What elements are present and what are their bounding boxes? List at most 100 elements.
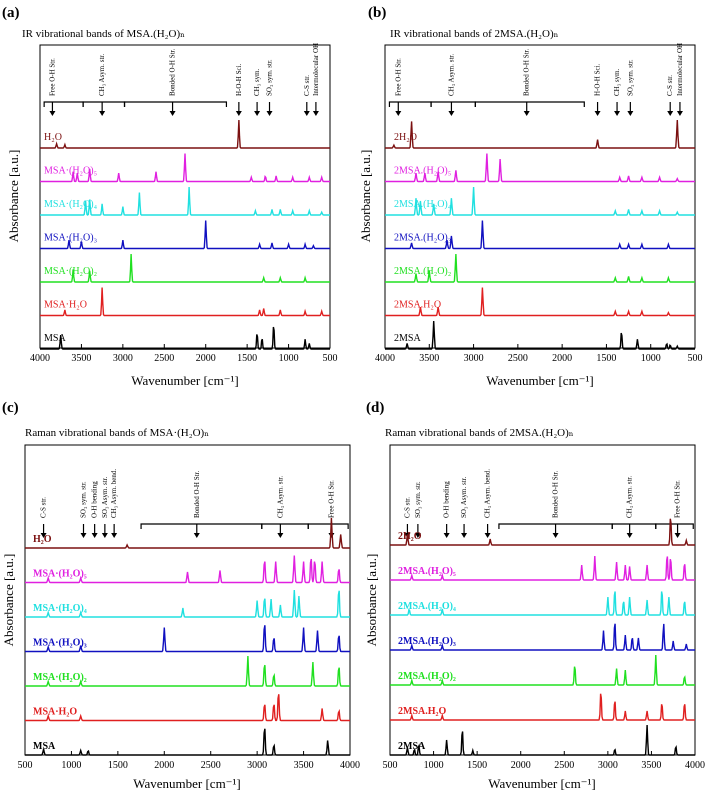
x-tick-label: 2000: [196, 353, 216, 364]
spectrum-line: [385, 320, 695, 350]
band-annotation: Intermolecular OH: [312, 43, 320, 96]
band-arrow-head: [49, 111, 56, 116]
band-arrow-head: [254, 111, 261, 116]
band-arrow-head: [674, 533, 681, 538]
band-arrow-head: [667, 111, 674, 116]
band-arrow-head: [303, 111, 310, 116]
region-bracket: [261, 523, 309, 529]
spectrum-line: [385, 220, 695, 250]
x-tick-label: 3500: [294, 760, 314, 771]
band-arrow-head: [614, 111, 621, 116]
band-annotation: Free O-H Str.: [674, 480, 682, 518]
x-tick-label: 3000: [598, 760, 618, 771]
x-tick-label: 2500: [201, 760, 221, 771]
panel-b-ylabel: Absorbance [a.u.]: [358, 150, 373, 243]
band-arrow-head: [312, 111, 319, 116]
spectrum-line: [25, 517, 350, 549]
series-label: MSA: [44, 333, 66, 344]
x-tick-label: 2000: [511, 760, 531, 771]
band-annotation: Bonded O-H Str.: [523, 49, 531, 97]
panel-c-xlabel: Wavenumber [cm⁻¹]: [133, 776, 241, 791]
band-annotation: SO₃ Asym. str.: [101, 476, 109, 518]
band-annotation: Bonded O-H Str.: [193, 471, 201, 519]
band-annotation: SO₃ sym. str.: [414, 481, 422, 518]
panel-a-plot: 4000 3500 3000 2500 2000 1500 1000 500 Free O-H …: [30, 43, 338, 364]
spectrum-line: [390, 724, 695, 756]
band-annotation: Bonded O-H Str.: [552, 471, 560, 519]
band-annotation: SO₃ sym. str.: [80, 481, 88, 518]
band-arrow-head: [277, 533, 284, 538]
panel-a: (a) IR vibrational bands of MSA.(H₂O)ₙ 4…: [2, 5, 338, 388]
band-annotation: O-H bending: [91, 481, 99, 518]
x-tick-label: 500: [323, 353, 338, 364]
band-arrow-head: [193, 533, 200, 538]
spectrum-line: [40, 326, 330, 350]
band-arrow-head: [626, 533, 633, 538]
panel-b-title: IR vibrational bands of 2MSA.(H₂O)ₙ: [390, 28, 559, 40]
x-tick-label: 3000: [464, 353, 484, 364]
band-annotation: H-O-H Sci.: [594, 63, 602, 96]
spectrum-line: [40, 186, 330, 216]
series-label: 2MSA.(H₂O)₅: [398, 566, 456, 577]
series-label: 2MSA.(H₂O)₃: [394, 233, 451, 244]
band-annotation: O-H bending: [443, 481, 451, 518]
spectrum-line: [385, 186, 695, 216]
x-tick-label: 1000: [61, 760, 81, 771]
band-arrow-head: [395, 111, 402, 116]
band-annotation: Bonded O-H Str.: [169, 49, 177, 97]
band-annotation: Free O-H Str.: [327, 480, 335, 518]
x-tick-label: 3500: [71, 353, 91, 364]
x-tick-label: 2500: [554, 760, 574, 771]
band-arrow-head: [91, 533, 98, 538]
series-label: MSA·H₂O: [33, 707, 77, 718]
band-annotation: CH₃ Asym. bend.: [484, 469, 492, 518]
spectrum-line: [25, 728, 350, 756]
panel-d-xlabel: Wavenumber [cm⁻¹]: [488, 776, 596, 791]
panel-d-label: (d): [366, 400, 384, 416]
x-tick-label: 1000: [424, 760, 444, 771]
region-bracket: [140, 523, 263, 529]
series-label: 2MSA.H₂O: [394, 300, 441, 311]
spectrum-line: [385, 253, 695, 283]
band-arrow-head: [443, 533, 450, 538]
x-tick-label: 500: [18, 760, 33, 771]
region-bracket: [430, 101, 476, 107]
series-label: 2MSA: [398, 741, 426, 752]
band-annotation: CH₃ sym.: [253, 68, 261, 96]
series-label: MSA·(H₂O)₃: [33, 638, 87, 649]
spectrum-line: [25, 625, 350, 653]
x-tick-label: 2500: [508, 353, 528, 364]
band-annotation: C-S str.: [303, 75, 311, 96]
series-label: 2MSA.(H₂O)₄: [394, 199, 452, 210]
band-arrow-head: [676, 111, 683, 116]
series-label: MSA: [33, 741, 56, 752]
x-tick-label: 3000: [247, 760, 267, 771]
series-label: 2MSA.(H₂O)₄: [398, 601, 456, 612]
band-arrow-head: [523, 111, 530, 116]
spectrum-line: [390, 693, 695, 721]
x-tick-label: 1000: [279, 353, 299, 364]
spectrum-line: [25, 655, 350, 687]
band-arrow-head: [328, 533, 335, 538]
series-label: 2MSA.(H₂O)₂: [394, 266, 451, 277]
series-label: 2MSA.H₂O: [398, 706, 446, 717]
spectrum-line: [25, 555, 350, 584]
panel-a-title: IR vibrational bands of MSA.(H₂O)ₙ: [22, 28, 185, 40]
band-annotation: C-S str.: [40, 497, 48, 518]
panel-c-label: (c): [2, 400, 19, 416]
spectrum-line: [390, 654, 695, 686]
panel-d-ylabel: Absorbance [a.u.]: [364, 554, 379, 647]
series-label: 2MSA.(H₂O)₂: [398, 671, 456, 682]
panel-b-plot: 4000 3500 3000 2500 2000 1500 1000 500 Free O-H …: [375, 43, 703, 364]
band-arrow-head: [414, 533, 421, 538]
series-label: H₂O: [44, 132, 62, 143]
x-tick-label: 1500: [467, 760, 487, 771]
band-arrow-head: [235, 111, 242, 116]
band-arrow-head: [448, 111, 455, 116]
spectrum-line: [40, 287, 330, 317]
region-bracket: [307, 523, 349, 529]
region-bracket: [388, 101, 432, 107]
x-tick-label: 2500: [154, 353, 174, 364]
spectrum-line: [390, 591, 695, 616]
